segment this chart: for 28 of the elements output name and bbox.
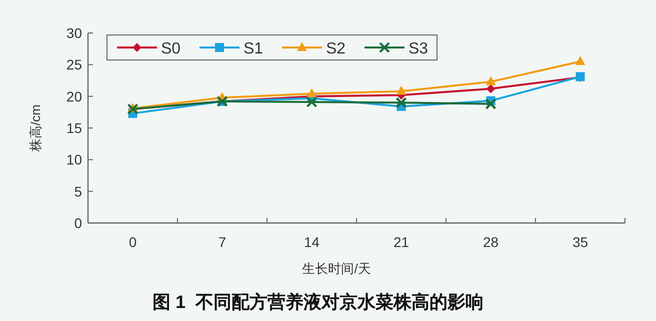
x-tick-label: 0 (128, 234, 137, 250)
point (396, 86, 406, 95)
x-tick-label: 28 (482, 234, 499, 250)
legend-label: S0 (161, 40, 181, 58)
legend-label: S2 (326, 40, 346, 58)
y-tick-label: 30 (66, 25, 82, 41)
y-tick-label: 0 (74, 215, 82, 231)
legend-label: S1 (244, 40, 264, 58)
point (396, 97, 407, 108)
y-tick-label: 15 (66, 120, 82, 136)
text: 图 1 不同配方营养液对京水菜株高的影响 (152, 292, 484, 312)
x-tick-label: 7 (218, 234, 226, 250)
point (486, 76, 496, 86)
y-axis-title: 株高/cm (28, 104, 43, 152)
legend-label: S3 (408, 40, 428, 58)
point (485, 98, 496, 110)
point (306, 96, 318, 108)
point (575, 56, 586, 65)
y-tick-label: 25 (66, 56, 82, 73)
x-tick-label: 35 (572, 234, 588, 250)
point (306, 88, 317, 98)
y-tick-label: 20 (66, 88, 82, 104)
x-tick-label: 14 (304, 234, 320, 250)
x-tick-label: 21 (393, 234, 410, 250)
y-tick-label: 10 (66, 152, 82, 168)
y-tick-label: 5 (74, 183, 82, 200)
point (486, 84, 496, 94)
x-axis-title: 生长时间/天 (302, 261, 371, 276)
